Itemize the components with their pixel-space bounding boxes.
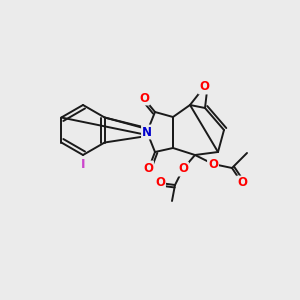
- Text: O: O: [178, 163, 188, 176]
- Text: I: I: [81, 158, 85, 170]
- Text: O: O: [139, 92, 149, 104]
- Text: O: O: [208, 158, 218, 170]
- Text: O: O: [237, 176, 247, 190]
- Text: O: O: [143, 161, 153, 175]
- Text: N: N: [142, 125, 152, 139]
- Text: O: O: [155, 176, 165, 190]
- Text: O: O: [199, 80, 209, 94]
